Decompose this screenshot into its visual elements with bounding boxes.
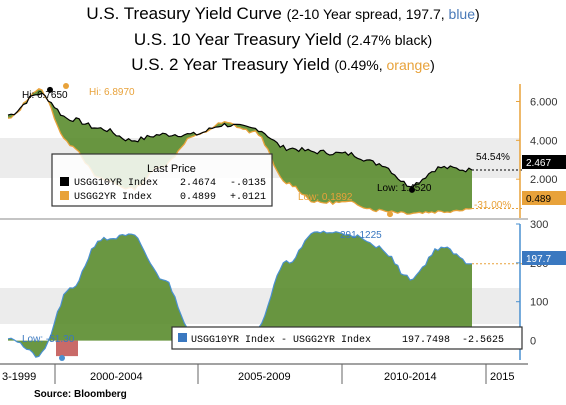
legend-header: Last Price — [147, 163, 196, 175]
pct-black-label: 54.54% — [476, 152, 510, 163]
spread-hi-label: 291.1225 — [340, 230, 382, 241]
pct-orange-label: -31.00% — [474, 200, 511, 211]
xaxis-label-3: 2005-2009 — [238, 371, 291, 383]
bottom-ytick-label-0: 300 — [530, 219, 548, 231]
title-line-1-paren-a: (2-10 Year spread, 197.7, — [286, 6, 449, 22]
spread-negative-fill — [56, 340, 78, 357]
bottom-legend: USGG10YR Index - USGG2YR Index 197.7498 … — [171, 326, 523, 350]
tag-black-bg — [522, 155, 566, 169]
spread-low-marker — [59, 355, 65, 362]
title-line-3-paren-b: ) — [430, 57, 435, 73]
top-ytick-label-1: 4.000 — [530, 135, 558, 147]
top-ytick-label-0: 6.000 — [530, 96, 558, 108]
top-yaxis: 6.000 4.000 2.000 — [516, 84, 558, 218]
legend-spread-price: 197.7498 — [402, 335, 450, 346]
tag-black-text: 2.467 — [526, 158, 551, 169]
bottom-ytick-label-3: 0 — [530, 336, 536, 348]
title-line-1: U.S. Treasury Yield Curve (2-10 Year spr… — [0, 4, 566, 24]
title-line-1-paren-b: ) — [475, 6, 480, 22]
legend-10yr-name: USGG10YR Index — [74, 177, 158, 189]
bottom-legend-box — [171, 326, 523, 350]
xaxis-labels: 3-1999 2000-2004 2005-2009 2010-2014 201… — [2, 371, 514, 383]
top-ytick-label-2: 2.000 — [530, 174, 558, 186]
title-line-3-color-word: orange — [386, 57, 431, 73]
tag-orange-bg — [522, 191, 566, 205]
tag-blue-text: 197.7 — [526, 254, 551, 265]
title-line-2-main: U.S. 10 Year Treasury Yield — [133, 30, 342, 49]
hi-orange-label: Hi: 6.8970 — [89, 87, 135, 98]
legend-10yr-price: 2.4674 — [180, 178, 216, 189]
legend-spread-change: -2.5625 — [462, 335, 504, 346]
low-black-label: Low: 1.4520 — [377, 183, 432, 194]
xaxis-label-4: 2010-2014 — [384, 371, 437, 383]
top-legend: Last Price USGG10YR Index 2.4674 -.0135 … — [51, 153, 273, 207]
legend-swatch-2yr — [60, 191, 69, 200]
legend-2yr-change: +.0121 — [230, 192, 266, 203]
title-line-3: U.S. 2 Year Treasury Yield (0.49%, orang… — [0, 55, 566, 75]
spread-area-fill — [8, 231, 472, 358]
legend-2yr-name: USGG2YR Index — [74, 191, 152, 203]
legend-spread-name: USGG10YR Index - USGG2YR Index — [191, 334, 371, 346]
tag-orange-text: 0.489 — [526, 194, 551, 205]
bottom-ytick-label-2: 100 — [530, 297, 548, 309]
hi-black-label: Hi: 6.7650 — [22, 90, 68, 101]
title-line-2: U.S. 10 Year Treasury Yield (2.47% black… — [0, 30, 566, 50]
legend-10yr-change: -.0135 — [230, 178, 266, 189]
title-line-1-paren: (2-10 Year spread, 197.7, blue) — [287, 6, 480, 22]
series-line-10yr — [7, 92, 473, 188]
legend-swatch-spread — [178, 333, 187, 342]
low-orange-marker — [387, 211, 393, 218]
tag-blue-bg — [522, 251, 566, 265]
title-line-3-paren: (0.49%, orange) — [334, 57, 434, 73]
xaxis-label-5: 2015 — [490, 371, 514, 383]
top-legend-box — [51, 153, 273, 207]
legend-swatch-10yr — [60, 177, 69, 186]
title-line-2-paren: (2.47% black) — [346, 32, 433, 48]
low-black-marker — [409, 186, 415, 193]
title-line-3-main: U.S. 2 Year Treasury Yield — [131, 55, 335, 74]
xaxis-label-1: 3-1999 — [2, 371, 36, 383]
title-line-3-paren-a: (0.49%, — [334, 57, 387, 73]
hi-orange-marker — [63, 82, 69, 89]
xaxis-label-2: 2000-2004 — [90, 371, 143, 383]
source-note: Source: Bloomberg — [34, 389, 127, 400]
title-line-1-main: U.S. Treasury Yield Curve — [86, 4, 282, 23]
spread-low-label: Low: -51.30 — [22, 334, 75, 345]
title-line-1-color-word: blue — [448, 6, 475, 22]
low-orange-label: Low: 0.1892 — [298, 192, 353, 203]
hi-black-marker — [47, 86, 53, 93]
legend-2yr-price: 0.4899 — [180, 192, 216, 203]
